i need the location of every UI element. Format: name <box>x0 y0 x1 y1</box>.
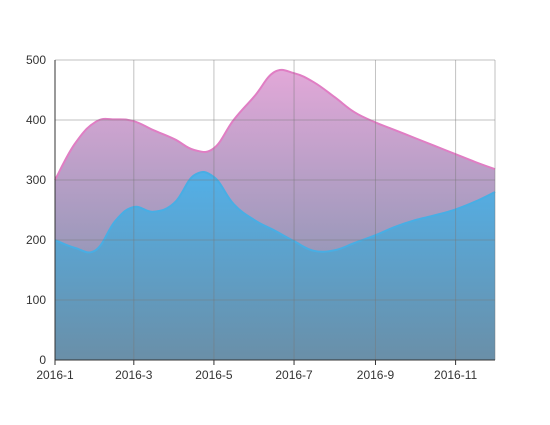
series-2-line <box>54 170 496 254</box>
x-tick-label: 2016-5 <box>195 368 233 382</box>
y-tick-label: 200 <box>26 233 46 247</box>
series-2-area <box>55 171 495 360</box>
x-tick-label: 2016-11 <box>434 368 477 382</box>
y-tick-label: 400 <box>26 113 46 127</box>
x-tick-label: 2016-3 <box>115 368 153 382</box>
x-tick-label: 2016-1 <box>36 368 74 382</box>
y-tick-label: 500 <box>26 53 46 67</box>
y-tick-label: 100 <box>26 293 46 307</box>
y-tick-label: 300 <box>26 173 46 187</box>
x-tick-label: 2016-7 <box>275 368 313 382</box>
series-1-line <box>54 68 496 181</box>
y-tick-label: 0 <box>39 353 46 367</box>
x-tick-label: 2016-9 <box>357 368 395 382</box>
